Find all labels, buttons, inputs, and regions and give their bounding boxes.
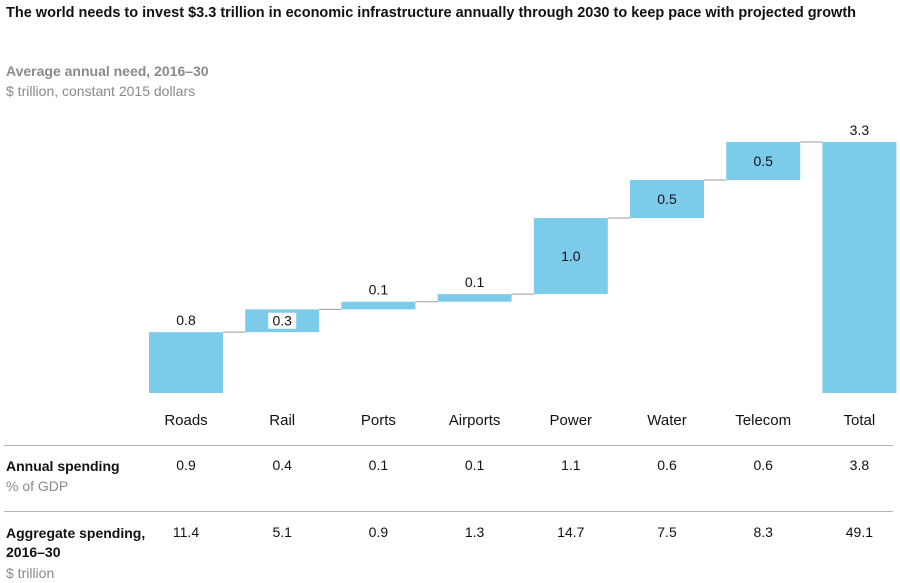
bar-power	[533, 218, 608, 295]
annual-spending-label: Annual spending	[6, 458, 120, 474]
aggregate-spending-unit: $ trillion	[6, 565, 55, 581]
category-label-water: Water	[647, 412, 686, 429]
data-label-power: 1.0	[561, 248, 581, 264]
bar-ports	[341, 301, 416, 310]
data-label-water: 0.5	[657, 191, 677, 207]
table-cell: 0.9	[368, 524, 389, 540]
table-divider-top	[4, 445, 893, 446]
bar-total	[822, 142, 897, 393]
table-cell: 3.8	[849, 457, 870, 473]
category-label-power: Power	[550, 412, 593, 429]
table-cell: 11.4	[172, 524, 200, 540]
unit-note: $ trillion, constant 2015 dollars	[6, 83, 196, 99]
table-cell: 49.1	[845, 524, 874, 540]
chart-subtitle: Average annual need, 2016–30	[6, 63, 209, 79]
category-label-airports: Airports	[449, 412, 501, 429]
table-cell: 14.7	[557, 524, 585, 540]
data-label-rail: 0.3	[272, 313, 292, 329]
data-label-ports: 0.1	[369, 282, 389, 298]
aggregate-spending-label: Aggregate spending, 2016–30	[6, 525, 146, 560]
waterfall-chart: 0.8 Roads 0.3 Rail 0.1 Ports 0.1 Airports 1.0 Pow…	[149, 122, 897, 429]
data-label-airports: 0.1	[465, 274, 485, 290]
annual-spending-unit: % of GDP	[6, 478, 69, 494]
bar-telecom	[726, 142, 801, 181]
table-cell: 0.1	[464, 457, 485, 473]
table-cell: 0.4	[272, 457, 292, 473]
bar-airports	[437, 294, 512, 302]
category-label-telecom: Telecom	[735, 412, 791, 429]
table-cell: 8.3	[753, 524, 773, 540]
table-cell: 0.9	[176, 457, 196, 473]
data-label-telecom: 0.5	[753, 153, 773, 169]
table-cell: 1.1	[561, 457, 581, 473]
table-cell: 0.6	[657, 457, 677, 473]
bar-water	[630, 180, 704, 219]
table-cell: 0.6	[753, 457, 773, 473]
category-label-ports: Ports	[361, 412, 396, 429]
data-label-total: 3.3	[850, 122, 870, 138]
category-label-rail: Rail	[269, 412, 295, 429]
table-cell: 5.1	[272, 524, 292, 540]
category-label-total: Total	[844, 412, 876, 429]
chart-title: The world needs to invest $3.3 trillion …	[6, 5, 857, 21]
table-divider-middle	[4, 511, 893, 512]
table-cell: 0.1	[368, 457, 389, 473]
bar-roads	[149, 332, 223, 393]
data-label-bg-rail	[268, 312, 297, 329]
category-label-roads: Roads	[164, 412, 207, 429]
data-label-roads: 0.8	[176, 312, 196, 328]
table-cell: 1.3	[464, 524, 485, 540]
table-cell: 7.5	[657, 524, 677, 540]
